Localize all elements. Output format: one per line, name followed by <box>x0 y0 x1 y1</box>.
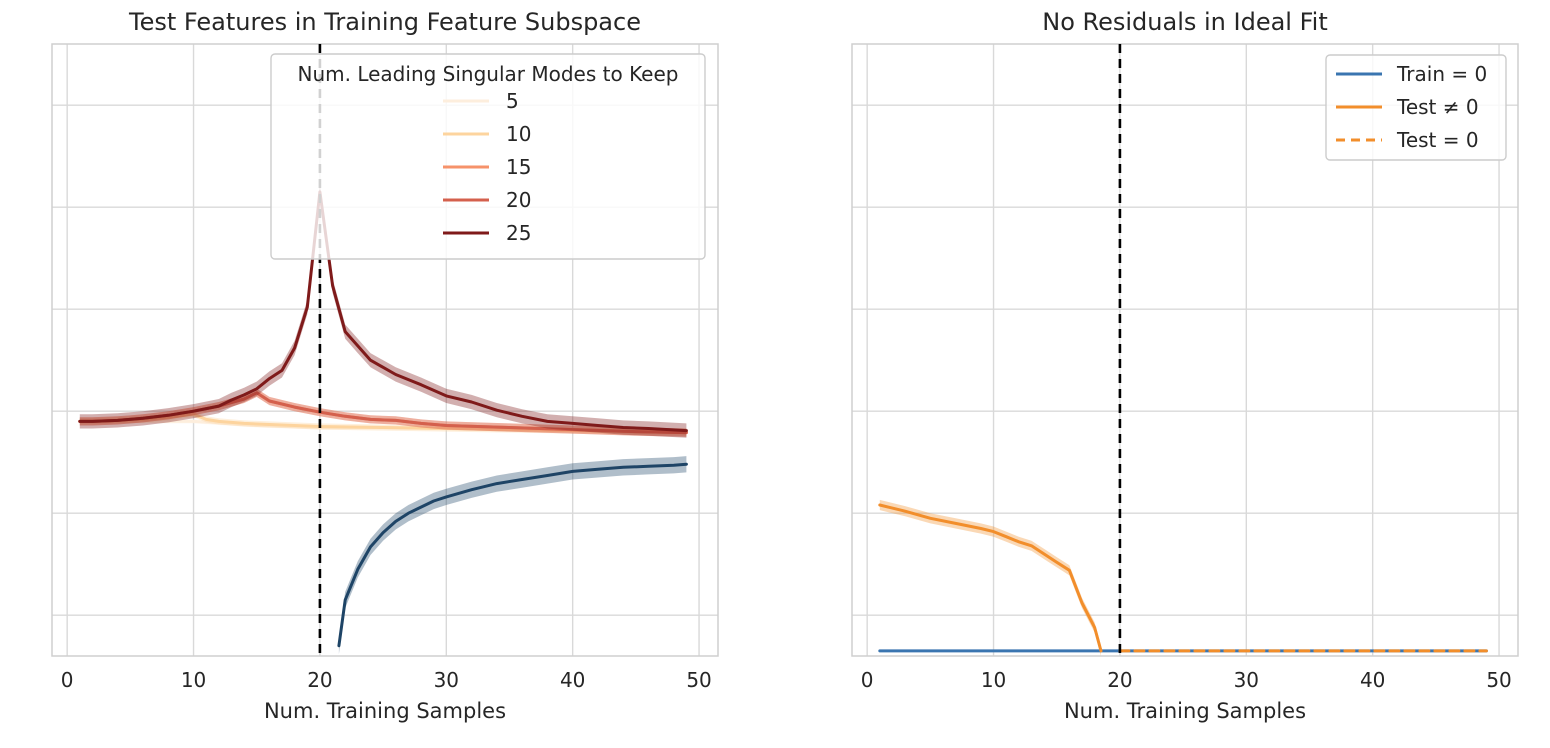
chart-title: No Residuals in Ideal Fit <box>1042 8 1327 36</box>
axes-frame <box>51 43 719 657</box>
legend-title: Num. Leading Singular Modes to Keep <box>298 62 679 86</box>
legend-label-2: Test ≠ 0 <box>1396 95 1479 119</box>
x-tick-label: 40 <box>560 668 585 692</box>
series-band-25 <box>79 184 687 438</box>
series-line-25 <box>78 190 688 433</box>
legend-frame <box>1325 54 1507 161</box>
plot-area <box>878 499 1488 656</box>
axes-frame <box>851 43 1519 657</box>
x-tick-label: 0 <box>61 668 74 692</box>
legend-label-15: 15 <box>506 155 531 179</box>
x-tick-label: 0 <box>861 668 874 692</box>
series-line-unlabeled <box>337 462 688 648</box>
plot-area <box>78 184 688 654</box>
legend-label-1: Train = 0 <box>1396 62 1487 86</box>
x-tick-label: 30 <box>434 668 459 692</box>
x-tick-label: 40 <box>1360 668 1385 692</box>
x-tick-label: 10 <box>981 668 1006 692</box>
legend-label-25: 25 <box>506 221 531 245</box>
legend-label-10: 10 <box>506 122 531 146</box>
x-axis-label: Num. Training Samples <box>1064 699 1306 723</box>
x-tick-label: 50 <box>1486 668 1511 692</box>
series-band-unlabeled <box>338 456 687 654</box>
legend-label-5: 5 <box>506 89 519 113</box>
chart-title: Test Features in Training Feature Subspa… <box>128 8 641 36</box>
x-tick-label: 20 <box>307 668 332 692</box>
legend-label-20: 20 <box>506 188 531 212</box>
legend: Num. Leading Singular Modes to Keep 5 10 15… <box>270 53 706 260</box>
legend-frame <box>270 53 706 260</box>
series-band-Test ≠ 0 <box>879 499 1101 656</box>
x-tick-label: 20 <box>1107 668 1132 692</box>
x-tick-label: 50 <box>686 668 711 692</box>
chart-panel-2: 0 10 20 30 40 50 No Residuals in Ideal Fit Num.… <box>851 8 1519 723</box>
legend-label-3: Test = 0 <box>1396 128 1479 152</box>
series-line-Test ≠ 0 <box>878 503 1103 653</box>
x-tick-label: 30 <box>1234 668 1259 692</box>
chart-panel-1: 0 10 20 30 40 50 Test Features in Training Fea… <box>51 8 719 723</box>
x-tick-label: 10 <box>181 668 206 692</box>
x-axis-label: Num. Training Samples <box>264 699 506 723</box>
legend: Train = 0 Test ≠ 0 Test = 0 <box>1325 54 1507 161</box>
